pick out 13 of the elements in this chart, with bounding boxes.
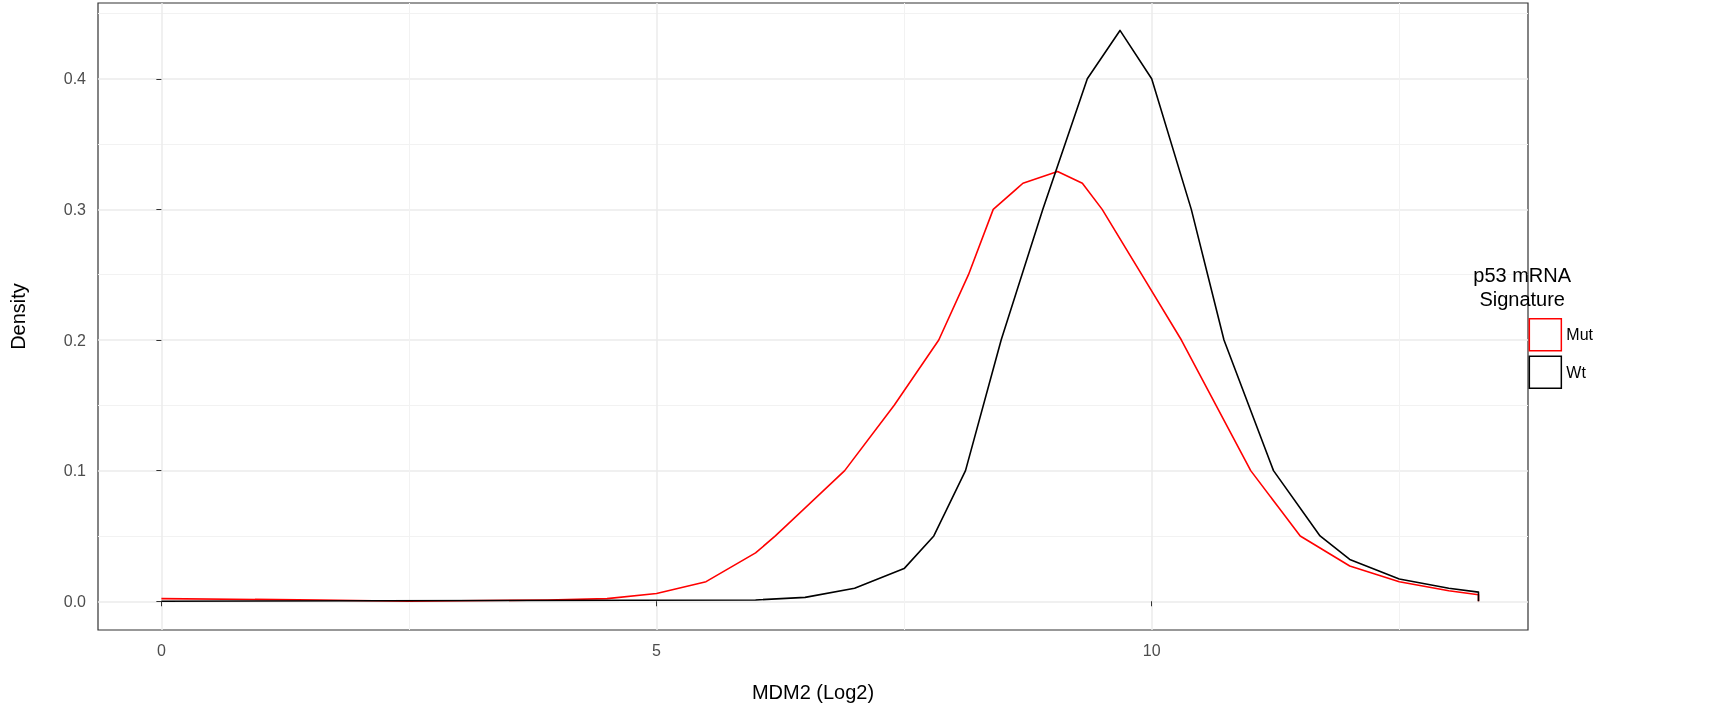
y-tick-label: 0.2 (63, 331, 87, 349)
y-axis-title: Density (7, 283, 29, 350)
x-tick-label: 5 (652, 641, 662, 659)
y-tick-label: 0.3 (63, 200, 87, 218)
y-tick-label: 0.4 (63, 70, 87, 88)
x-axis-title: MDM2 (Log2) (751, 681, 875, 703)
x-tick-label: 0 (156, 641, 166, 659)
legend-label: Mut (1566, 326, 1594, 344)
y-tick-label: 0.1 (63, 462, 87, 480)
x-tick-label: 10 (1142, 641, 1161, 659)
legend-title: p53 mRNA Signature (1473, 264, 1572, 310)
y-tick-label: 0.0 (63, 592, 87, 610)
legend-label: Wt (1566, 363, 1587, 381)
